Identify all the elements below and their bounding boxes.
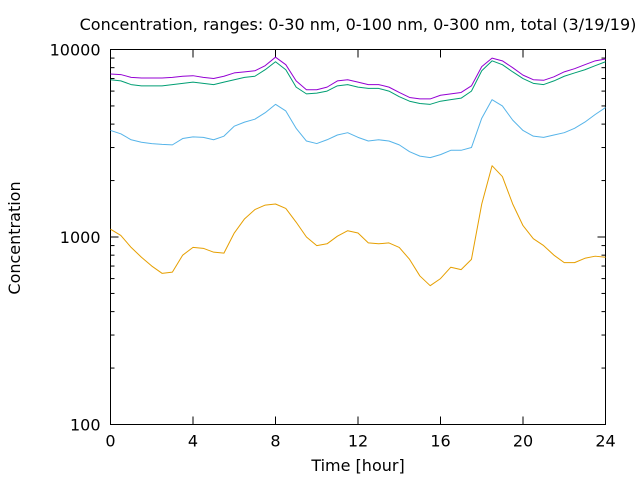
x-tick-label: 0: [105, 432, 115, 451]
x-tick-label: 12: [348, 432, 368, 451]
y-tick-label: 100: [70, 416, 101, 435]
x-tick-label: 16: [430, 432, 450, 451]
plot-frame: [110, 49, 606, 425]
data-series: [110, 56, 606, 287]
x-axis-label: Time [hour]: [310, 456, 404, 475]
series-line-1: [110, 99, 606, 159]
series-line-3: [110, 56, 606, 100]
series-line-2: [110, 60, 606, 105]
x-tick-label: 24: [595, 432, 615, 451]
y-tick-label: 1000: [60, 228, 101, 247]
x-tick-label: 8: [270, 432, 280, 451]
x-tick-label: 4: [188, 432, 198, 451]
chart-title: Concentration, ranges: 0-30 nm, 0-100 nm…: [80, 15, 637, 34]
axis-ticks: 0 4 8 12 16 20 24 100 1000 10000: [50, 41, 616, 451]
x-tick-label: 20: [513, 432, 533, 451]
series-line-0: [110, 165, 606, 287]
y-tick-label: 10000: [50, 41, 101, 60]
y-axis-label: Concentration: [5, 181, 24, 294]
